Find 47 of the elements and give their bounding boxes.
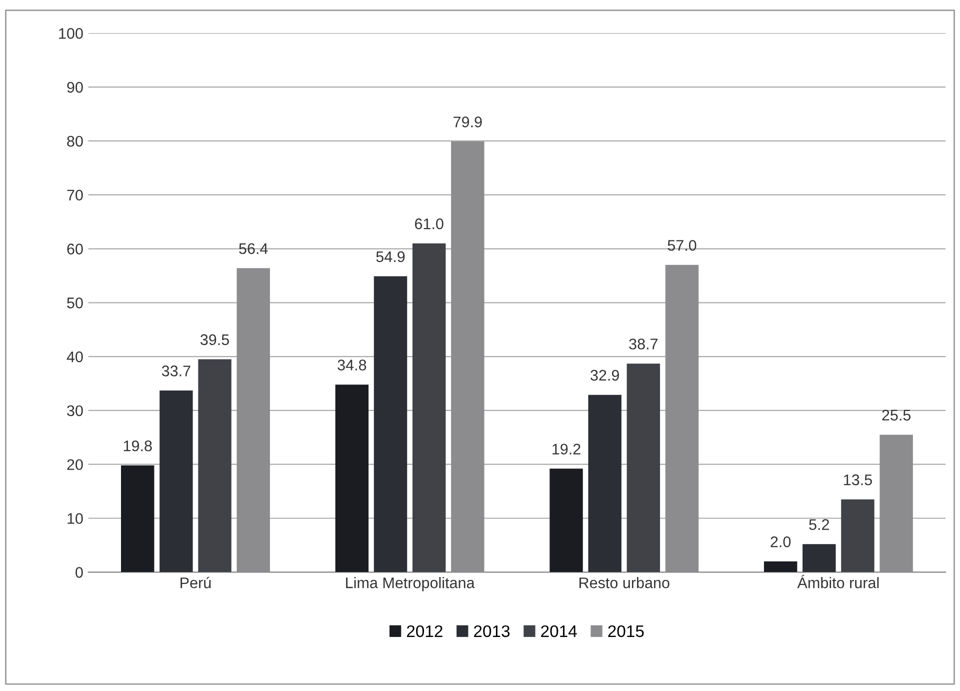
data-label: 2.0 [770, 536, 791, 548]
bar [412, 243, 446, 572]
x-tick-label: Resto urbano [580, 577, 670, 588]
y-tick-label: 70 [67, 190, 83, 201]
x-tick-label: Ámbito rural [797, 574, 879, 588]
bar [764, 561, 798, 572]
data-label: 79.9 [454, 116, 482, 128]
data-label: 38.7 [629, 338, 658, 350]
legend-label: 2013 [474, 625, 510, 638]
y-tick-label: 50 [67, 298, 83, 308]
y-tick-label: 0 [76, 567, 83, 578]
bar [588, 394, 622, 572]
data-label: 61.0 [415, 218, 444, 230]
x-tick-label: Lima Metropolitana [346, 577, 475, 592]
bar [802, 544, 836, 572]
legend-label: 2014 [541, 625, 577, 638]
data-label: 33.7 [162, 366, 190, 376]
data-label: 25.5 [882, 410, 911, 421]
bar [626, 364, 660, 572]
data-label: 34.8 [338, 360, 366, 370]
data-label: 13.5 [844, 474, 872, 486]
data-label: 54.9 [376, 251, 405, 262]
x-tick-label: Perú [180, 576, 211, 588]
bar [335, 384, 369, 572]
data-label: 57.0 [668, 240, 696, 251]
y-tick-label: 30 [67, 405, 83, 416]
y-tick-label: 60 [67, 244, 83, 254]
bar [198, 359, 232, 572]
y-tick-label: 20 [67, 459, 83, 470]
bar [121, 465, 154, 572]
data-label: 56.4 [239, 243, 268, 254]
data-label: 5.2 [809, 519, 830, 530]
y-tick-label: 40 [66, 351, 83, 362]
bar [160, 390, 193, 572]
data-label: 39.5 [200, 334, 229, 346]
y-tick-label: 90 [67, 82, 83, 93]
bar [841, 499, 874, 572]
legend-label: 2012 [406, 625, 442, 638]
bar [374, 276, 408, 572]
y-tick-label: 10 [68, 513, 83, 524]
data-label: 19.8 [124, 440, 152, 452]
y-tick-label: 100 [59, 28, 83, 39]
data-label: 32.9 [590, 370, 619, 381]
data-label: 19.2 [552, 444, 580, 455]
y-tick-label: 80 [67, 136, 83, 147]
legend-label: 2015 [608, 625, 644, 638]
bar [550, 468, 583, 572]
